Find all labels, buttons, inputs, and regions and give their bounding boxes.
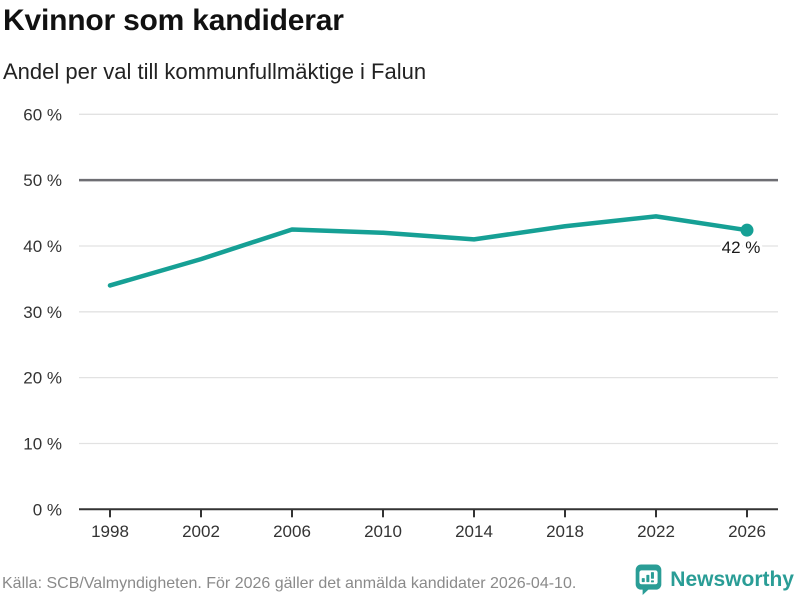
y-tick-label: 60 % xyxy=(23,105,62,124)
x-tick-label: 2022 xyxy=(637,522,675,541)
series-line xyxy=(107,214,750,288)
page-subtitle: Andel per val till kommunfullmäktige i F… xyxy=(3,59,427,84)
y-tick-label: 40 % xyxy=(23,237,62,256)
footer: Källa: SCB/Valmyndigheten. För 2026 gäll… xyxy=(2,564,794,595)
line-chart: 0 % 10 % 20 % 30 % 40 % 50 % 60 % 1998 2002 2006 2… xyxy=(23,105,778,541)
page-title: Kvinnor som kandiderar xyxy=(3,4,344,37)
x-tick-label: 2026 xyxy=(728,522,766,541)
x-tick-label: 2010 xyxy=(364,522,402,541)
y-tick-label: 0 % xyxy=(33,500,62,519)
y-tick-label: 30 % xyxy=(23,303,62,322)
newsworthy-brand: Newsworthy xyxy=(635,564,794,595)
x-tick-label: 2014 xyxy=(455,522,493,541)
y-tick-label: 50 % xyxy=(23,171,62,190)
x-tick-label: 1998 xyxy=(91,522,129,541)
x-tick-label: 2006 xyxy=(273,522,311,541)
x-tick-label: 2018 xyxy=(546,522,584,541)
x-tick-label: 2002 xyxy=(182,522,220,541)
end-point-dot xyxy=(740,223,754,237)
y-tick-label: 10 % xyxy=(23,434,62,453)
newsworthy-logo-icon xyxy=(635,564,662,595)
y-tick-label: 20 % xyxy=(23,369,62,388)
newsworthy-wordmark: Newsworthy xyxy=(670,568,794,591)
source-note: Källa: SCB/Valmyndigheten. För 2026 gäll… xyxy=(2,575,577,592)
chart-area: 0 % 10 % 20 % 30 % 40 % 50 % 60 % 1998 2002 2006 2… xyxy=(0,100,800,555)
end-value-label: 42 % xyxy=(722,238,761,257)
